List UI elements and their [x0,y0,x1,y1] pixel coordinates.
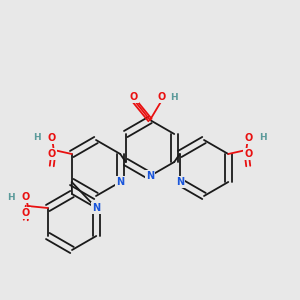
Text: O: O [48,149,56,159]
Text: H: H [33,134,40,142]
Text: H: H [170,92,178,101]
Text: O: O [130,92,138,102]
Text: O: O [158,92,166,102]
Text: O: O [244,133,252,143]
Text: O: O [22,208,30,218]
Text: O: O [22,192,30,202]
Text: O: O [244,149,252,159]
Text: H: H [7,193,15,202]
Text: N: N [176,177,184,187]
Text: H: H [260,134,267,142]
Text: N: N [116,177,124,187]
Text: N: N [92,203,100,213]
Text: N: N [146,171,154,181]
Text: O: O [48,133,56,143]
